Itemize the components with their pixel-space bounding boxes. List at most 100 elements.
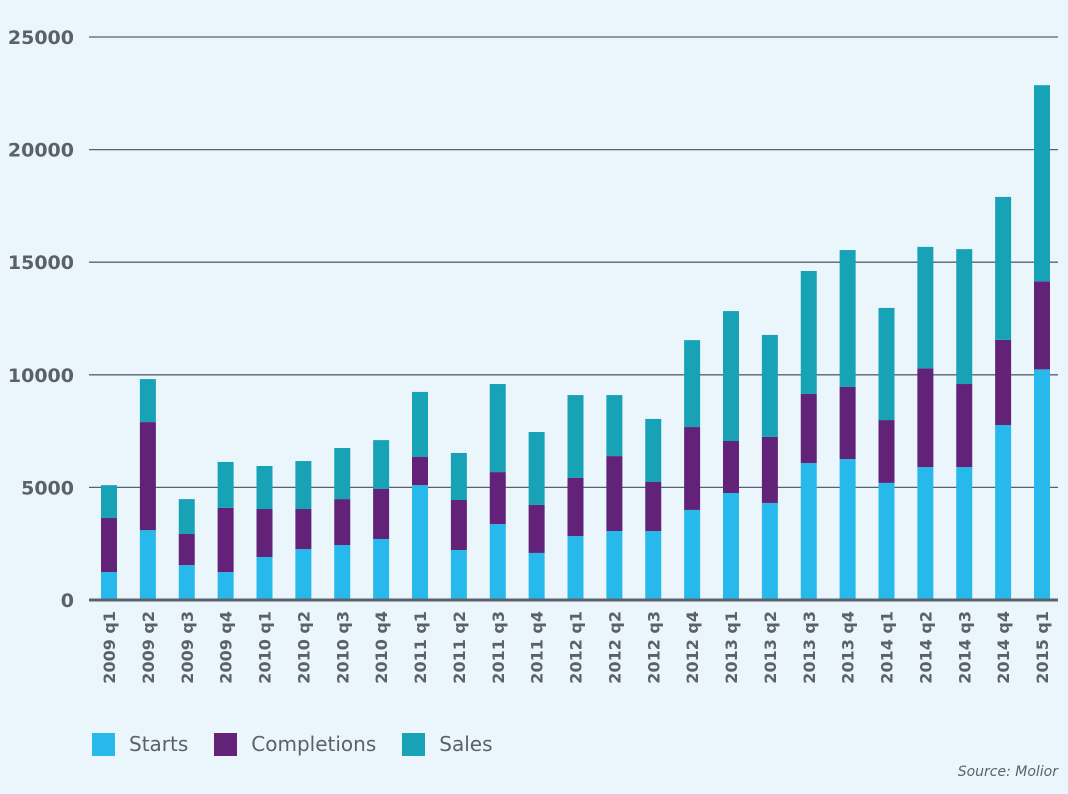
bar-starts <box>1034 369 1050 600</box>
bar-completions <box>684 427 701 510</box>
x-tick-label: 2014 q4 <box>994 611 1013 684</box>
y-axis-ticks: 0 5000 10000 15000 20000 25000 <box>8 27 74 612</box>
bar-sales <box>917 246 934 369</box>
x-axis-ticks: 2009 q1 2009 q2 2009 q3 2009 q4 2010 q1 2010 … <box>100 611 1052 684</box>
x-tick-label: 2013 q2 <box>761 611 780 684</box>
x-tick-label: 2009 q4 <box>217 611 236 684</box>
y-tick-label: 25000 <box>8 27 74 49</box>
bar-starts <box>800 463 817 600</box>
bar-sales <box>101 485 117 519</box>
bar-completions <box>489 472 506 525</box>
legend-swatch-starts <box>92 732 115 756</box>
bar-sales <box>412 391 428 457</box>
bar-starts <box>412 485 428 600</box>
bar-sales <box>995 196 1012 340</box>
bar-starts <box>645 531 662 600</box>
bar-completions <box>373 488 390 539</box>
bar-completions <box>839 386 856 460</box>
bar-starts <box>723 493 739 600</box>
bar-starts <box>761 502 778 600</box>
bar-completions <box>995 339 1012 426</box>
bar-completions <box>606 456 623 532</box>
legend-label-completions: Completions <box>251 732 377 756</box>
bar-sales <box>489 384 506 473</box>
bar-starts <box>256 556 273 600</box>
x-tick-label: 2014 q3 <box>955 611 974 684</box>
bar-sales <box>761 334 778 437</box>
bar-completions <box>139 422 156 531</box>
bar-completions <box>528 504 545 553</box>
bar-completions <box>800 393 817 464</box>
bar-starts <box>528 552 545 600</box>
bar-completions <box>295 509 312 550</box>
bar-sales <box>295 461 312 510</box>
bar-completions <box>1034 281 1050 370</box>
bar-completions <box>334 499 351 546</box>
x-tick-label: 2011 q1 <box>411 611 430 684</box>
x-tick-label: 2013 q3 <box>800 611 819 684</box>
bar-sales <box>1034 85 1050 282</box>
bar-completions <box>761 436 778 503</box>
bar-completions <box>217 507 234 573</box>
bar-completions <box>878 420 895 483</box>
x-tick-label: 2010 q2 <box>294 611 313 684</box>
x-tick-label: 2013 q4 <box>839 611 858 684</box>
bar-starts <box>295 549 312 600</box>
x-tick-label: 2010 q3 <box>333 611 352 684</box>
bar-starts <box>139 530 156 600</box>
bar-starts <box>178 565 195 600</box>
bar-starts <box>217 572 234 600</box>
legend-item-completions: Completions <box>214 732 376 756</box>
bar-starts <box>567 536 584 600</box>
bar-sales <box>606 395 623 457</box>
x-tick-label: 2014 q2 <box>916 611 935 684</box>
x-tick-label: 2011 q3 <box>489 611 508 684</box>
legend-swatch-sales <box>402 732 426 756</box>
legend-item-starts: Starts <box>92 732 188 756</box>
bar-completions <box>567 477 584 537</box>
x-tick-label: 2012 q3 <box>644 611 663 684</box>
bar-sales <box>645 418 662 482</box>
bar-sales <box>800 270 817 394</box>
x-tick-label: 2011 q2 <box>450 611 469 684</box>
bar-starts <box>373 538 390 600</box>
legend-item-sales: Sales <box>402 732 493 756</box>
x-tick-label: 2012 q2 <box>605 611 624 684</box>
bar-sales <box>684 340 701 428</box>
legend: Starts Completions Sales <box>92 732 519 756</box>
bar-starts <box>684 509 701 600</box>
x-tick-label: 2012 q4 <box>683 611 702 684</box>
x-tick-label: 2011 q4 <box>528 611 547 684</box>
bar-completions <box>723 441 739 494</box>
bar-sales <box>567 395 584 478</box>
y-tick-label: 20000 <box>8 140 74 162</box>
bar-completions <box>917 368 934 468</box>
y-tick-label: 0 <box>61 590 74 612</box>
bar-sales <box>217 461 234 508</box>
bar-starts <box>450 550 467 600</box>
bar-starts <box>839 459 856 600</box>
bar-sales <box>373 440 390 489</box>
bar-completions <box>956 384 973 468</box>
bars <box>101 85 1050 600</box>
x-tick-label: 2009 q2 <box>139 611 158 684</box>
stacked-bar-chart: 0 5000 10000 15000 20000 25000 2009 q1 2009 q2… <box>8 27 1058 684</box>
gridlines <box>89 36 1058 489</box>
bar-sales <box>528 432 545 505</box>
bar-starts <box>956 467 973 600</box>
bar-sales <box>256 466 273 510</box>
x-tick-label: 2015 q1 <box>1033 611 1052 684</box>
y-tick-label: 15000 <box>8 252 74 274</box>
x-tick-label: 2012 q1 <box>567 611 586 684</box>
bar-starts <box>489 524 506 600</box>
x-tick-label: 2010 q4 <box>372 611 391 684</box>
bar-starts <box>606 531 623 600</box>
bar-sales <box>956 249 973 385</box>
y-tick-label: 5000 <box>21 477 74 499</box>
bar-completions <box>645 481 662 532</box>
bar-starts <box>101 572 117 600</box>
x-tick-label: 2014 q1 <box>878 611 897 684</box>
bar-completions <box>256 509 273 557</box>
x-tick-label: 2010 q1 <box>256 611 275 684</box>
bar-starts <box>917 467 934 600</box>
